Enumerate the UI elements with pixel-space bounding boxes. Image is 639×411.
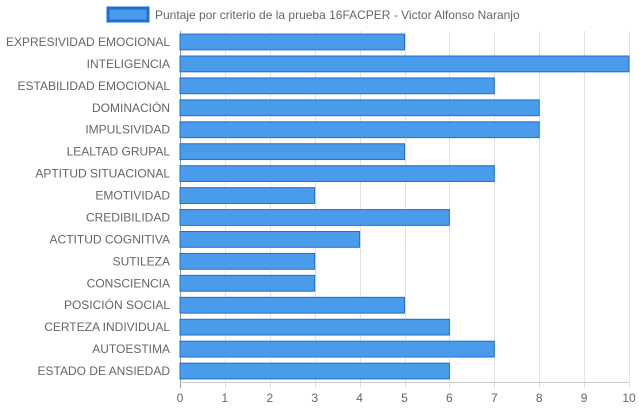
x-tick-label: 5 [401, 391, 408, 405]
category-label: EMOTIVIDAD [95, 189, 170, 203]
category-label: AUTOESTIMA [92, 342, 170, 356]
bar[interactable] [179, 296, 405, 314]
bar[interactable] [179, 165, 495, 182]
category-label: POSICIÓN SOCIAL [64, 297, 170, 312]
category-label: SUTILEZA [113, 254, 170, 268]
category-label: ESTABILIDAD EMOCIONAL [18, 79, 171, 93]
category-label: ACTITUD COGNITIVA [50, 232, 170, 246]
bar[interactable] [179, 231, 361, 248]
bar[interactable] [179, 274, 316, 292]
legend-series-label: Puntaje por criterio de la prueba 16FACP… [155, 8, 520, 22]
bar[interactable] [179, 99, 540, 117]
bar[interactable] [179, 252, 316, 270]
legend-swatch [106, 6, 150, 23]
bar[interactable] [179, 33, 405, 51]
x-tick-label: 3 [311, 391, 318, 405]
category-label: DOMINACIÓN [92, 100, 170, 115]
category-label: CREDIBILIDAD [86, 210, 170, 224]
category-label: APTITUD SITUACIONAL [35, 167, 170, 181]
x-tick-label: 0 [177, 391, 184, 405]
category-label: CERTEZA INDIVIDUAL [44, 320, 170, 334]
x-tick-labels: 0 1 2 3 4 5 6 7 8 9 10 [177, 391, 636, 405]
bar[interactable] [179, 318, 450, 336]
x-tick-label: 9 [581, 391, 588, 405]
category-label: INTELIGENCIA [87, 57, 170, 71]
category-label: CONSCIENCIA [87, 276, 170, 290]
category-label: ESTADO DE ANSIEDAD [38, 364, 171, 378]
category-label: LEALTAD GRUPAL [67, 145, 171, 159]
x-tick-label: 4 [356, 391, 363, 405]
bars [179, 33, 630, 380]
x-tick-label: 2 [266, 391, 273, 405]
category-label: IMPULSIVIDAD [85, 123, 170, 137]
legend[interactable]: Puntaje por criterio de la prueba 16FACP… [106, 6, 520, 23]
category-labels: EXPRESIVIDAD EMOCIONAL INTELIGENCIA ESTABI… [6, 35, 170, 378]
bar[interactable] [179, 187, 316, 204]
bar[interactable] [179, 209, 450, 226]
bar[interactable] [179, 340, 495, 358]
bar[interactable] [179, 55, 630, 73]
x-tick-label: 10 [622, 391, 636, 405]
x-tick-label: 6 [446, 391, 453, 405]
bar[interactable] [179, 143, 405, 161]
bar[interactable] [179, 77, 495, 95]
category-label: EXPRESIVIDAD EMOCIONAL [6, 35, 170, 49]
bar[interactable] [179, 362, 450, 380]
x-tick-label: 8 [536, 391, 543, 405]
x-tick-label: 7 [491, 391, 498, 405]
bar[interactable] [179, 121, 540, 139]
x-tick-label: 1 [222, 391, 229, 405]
